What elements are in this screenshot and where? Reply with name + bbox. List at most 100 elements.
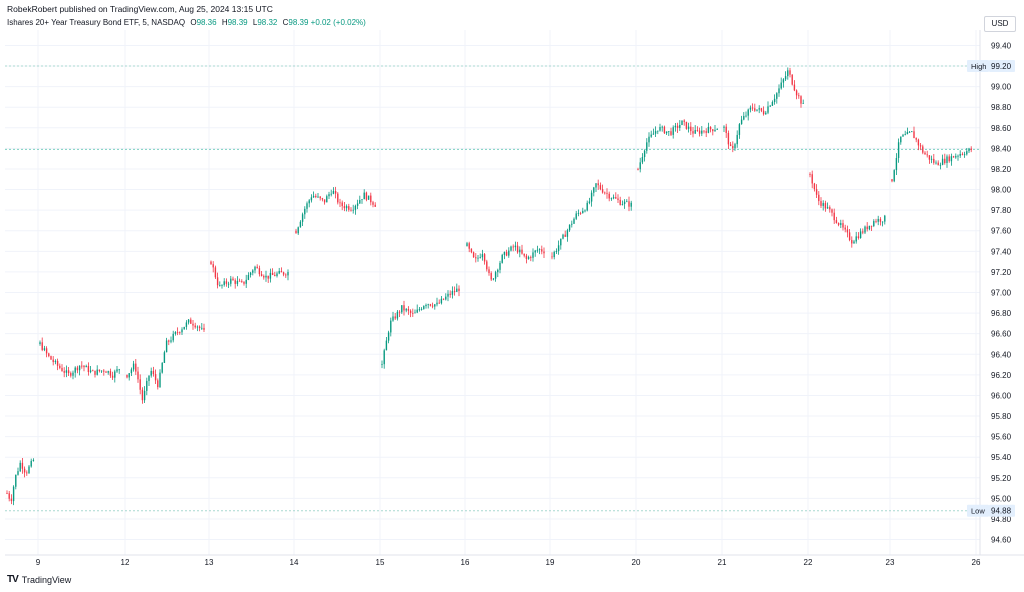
candle-body (842, 223, 844, 228)
candle-body (694, 130, 696, 134)
candle-body (28, 466, 30, 474)
candle-body (787, 70, 789, 77)
candle-body (957, 155, 959, 157)
candle-body (339, 202, 341, 204)
candle-body (8, 493, 10, 499)
candle-body (249, 272, 252, 275)
candle-body (879, 218, 882, 222)
candle-body (590, 192, 593, 202)
candle-body (328, 194, 330, 197)
candle-body (692, 131, 694, 134)
candle-body (604, 192, 606, 194)
candle-body (434, 304, 436, 307)
candle-body (780, 82, 782, 89)
candle-body (132, 363, 135, 370)
candle-body (105, 371, 107, 373)
candle-body (137, 371, 139, 380)
candle-body (282, 272, 285, 275)
x-tick-label: 15 (376, 558, 385, 567)
candle-body (601, 189, 604, 193)
candle-body (107, 371, 109, 373)
candle-body (192, 323, 194, 326)
candle-body (258, 268, 261, 275)
candle-body (840, 223, 842, 225)
candle-body (846, 229, 849, 233)
candle-body (963, 154, 966, 156)
candle-body (683, 120, 685, 122)
candle-body (674, 125, 677, 128)
candle-body (354, 205, 357, 210)
candle-body (451, 291, 454, 295)
candle-body (564, 234, 566, 237)
symbol-name: Ishares 20+ Year Treasury Bond ETF, 5, N… (7, 18, 186, 27)
candle-body (472, 252, 475, 258)
y-tick-label: 99.40 (991, 41, 1012, 50)
candle-body (486, 261, 488, 270)
candle-body (170, 340, 172, 342)
candle-body (521, 249, 523, 254)
candle-body (109, 371, 112, 376)
candle-body (442, 298, 445, 300)
candle-body (278, 271, 280, 274)
candle-body (837, 223, 840, 225)
low-value: 98.32 (257, 18, 278, 27)
candle-body (628, 201, 630, 207)
candle-body (190, 319, 192, 324)
candle-body (183, 326, 185, 330)
y-tick-label: 94.80 (991, 515, 1012, 524)
candle-body (930, 158, 933, 160)
candle-body (712, 129, 714, 132)
candle-body (815, 189, 818, 195)
currency-button[interactable]: USD (984, 16, 1016, 32)
candle-body (81, 365, 83, 367)
candle-body (829, 207, 831, 210)
candle-body (659, 126, 661, 131)
candle-body (902, 134, 904, 137)
candle-body (61, 367, 63, 372)
candle-body (553, 251, 555, 258)
candle-body (210, 261, 212, 265)
candle-body (438, 302, 440, 304)
candle-body (619, 199, 621, 205)
candle-body (100, 370, 103, 372)
candle-body (466, 243, 468, 247)
candle-body (356, 203, 359, 206)
candle-body (363, 192, 365, 200)
candle-body (367, 195, 370, 200)
candle-body (897, 142, 900, 158)
candle-body (745, 115, 747, 117)
candle-body (771, 102, 774, 106)
candle-body (181, 329, 183, 333)
candle-body (295, 230, 297, 234)
candle-body (906, 132, 909, 135)
candle-body (855, 236, 857, 242)
candle-body (150, 370, 152, 376)
candle-body (174, 332, 177, 334)
tradingview-mark-icon: TV (7, 574, 19, 585)
candle-body (15, 474, 17, 487)
candle-body (877, 218, 879, 222)
y-axis: 99.40 99.20 99.00 98.80 98.60 98.40 98.20 98.00… (991, 41, 1012, 544)
candle-body (765, 112, 767, 115)
candle-body (941, 158, 944, 165)
candle-body (407, 309, 410, 311)
candle-body (319, 196, 321, 199)
candle-body (657, 130, 659, 132)
candle-body (50, 356, 52, 360)
candle-body (681, 120, 683, 125)
candle-body (534, 250, 536, 253)
candle-body (701, 130, 703, 134)
candle-body (875, 221, 877, 222)
candle-body (63, 371, 65, 373)
candle-body (690, 126, 692, 132)
candle-body (453, 291, 456, 292)
candle-body (512, 246, 514, 248)
candle-body (179, 332, 181, 334)
tradingview-logo[interactable]: TV TradingView (7, 574, 71, 585)
low-value-label: 94.88 (991, 507, 1012, 516)
candle-body (758, 108, 760, 110)
candle-body (359, 200, 361, 204)
candle-body (530, 257, 532, 258)
candle-body (92, 370, 94, 372)
